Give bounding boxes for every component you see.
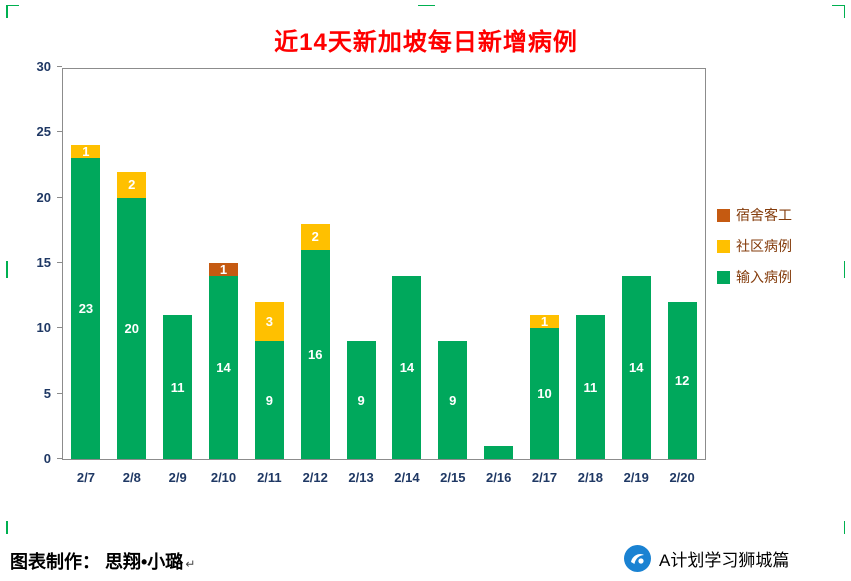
- bars: 1 23 2 20 11 1 14 3 9 2 16 9 14 9 1 10 11 14 12: [63, 69, 705, 459]
- x-axis-label: 2/11: [257, 470, 282, 485]
- chart-title: 近14天新加坡每日新增病例: [274, 29, 578, 56]
- y-axis: 0 5 10 15 20 25 30: [17, 59, 63, 466]
- bar-column: 2 20: [109, 69, 155, 459]
- y-axis-tick: [57, 196, 62, 198]
- bar-segment-community-cases: 1: [530, 315, 560, 329]
- x-axis-label: 2/18: [577, 470, 604, 485]
- bar-segment-imported-cases: 11: [575, 315, 605, 459]
- y-axis-tick: [57, 262, 62, 263]
- bar-column: 11: [567, 69, 613, 459]
- paragraph-mark: ↵: [185, 557, 196, 571]
- legend-label: 社区病例: [736, 238, 792, 254]
- account-name: A计划学习狮城篇: [659, 551, 790, 570]
- legend: 宿舍客工社区病例输入病例: [717, 205, 792, 287]
- bar-column: 2 16: [292, 69, 338, 459]
- x-axis-label: 2/13: [348, 470, 374, 485]
- y-axis-tick: [57, 66, 62, 67]
- legend-label: 输入病例: [736, 269, 792, 285]
- bar-segment-community-cases: 2: [117, 171, 147, 198]
- y-axis-label: 20: [36, 189, 51, 205]
- bar-segment-imported-cases: 12: [667, 302, 697, 459]
- y-axis-label: 0: [43, 451, 51, 466]
- bar-segment-imported-cases: 14: [392, 276, 422, 459]
- bar-column: 1 14: [201, 69, 247, 459]
- x-axis-label: 2/19: [623, 470, 649, 485]
- bar-column: 14: [384, 69, 430, 459]
- bar-segment-imported-cases: 14: [209, 276, 238, 459]
- bar-column: 9: [338, 69, 384, 459]
- bar-segment-community-cases: 1: [71, 145, 101, 159]
- credit-text: 图表制作： 思翔•小璐: [10, 552, 184, 572]
- x-axis-label: 2/7: [76, 470, 95, 485]
- x-axis-label: 2/14: [394, 470, 420, 485]
- y-axis-tick: [57, 327, 62, 329]
- y-axis-label: 10: [36, 320, 51, 336]
- legend-item-dorm-workers: 宿舍客工: [717, 205, 792, 225]
- legend-swatch: [717, 208, 730, 222]
- y-axis-label: 5: [43, 385, 51, 401]
- x-axis-label: 2/16: [486, 470, 512, 485]
- legend-swatch: [717, 270, 730, 284]
- y-axis-tick: [57, 392, 62, 394]
- bar-segment-imported-cases: 14: [621, 276, 651, 459]
- x-axis-label: 2/15: [440, 470, 466, 485]
- legend-swatch: [717, 239, 730, 253]
- bar-segment-imported-cases: 16: [300, 249, 330, 459]
- bar-column: 12: [659, 69, 705, 459]
- y-axis-tick: [57, 458, 62, 459]
- legend-item-community-cases: 社区病例: [717, 236, 792, 256]
- x-axis-label: 2/12: [302, 470, 328, 485]
- bar-column: 1 10: [522, 69, 568, 459]
- x-axis: 2/7 2/8 2/9 2/10 2/11 2/12 2/13 2/14 2/15 2/16 2/1…: [63, 470, 705, 485]
- bar-segment-dorm-workers: 1: [209, 263, 238, 277]
- bar-column: [476, 69, 522, 459]
- x-axis-label: 2/17: [531, 470, 558, 485]
- bar-segment-imported-cases: 20: [117, 197, 147, 459]
- bar-segment-imported-cases: 9: [438, 341, 468, 459]
- bar-column: 9: [430, 69, 476, 459]
- chart[interactable]: 近14天新加坡每日新增病例 0 5 10 15 20 25 30 1 23 2 20 11 1 14 3 9…: [8, 6, 844, 537]
- x-axis-label: 2/20: [669, 470, 695, 485]
- bar-segment-imported-cases: 11: [163, 315, 193, 459]
- y-axis-label: 30: [36, 59, 51, 74]
- y-axis-label: 15: [36, 255, 51, 270]
- bar-segment-imported-cases: 10: [530, 328, 560, 459]
- y-axis-tick: [57, 131, 62, 133]
- bar-segment-imported-cases: 23: [71, 158, 101, 459]
- bar-segment-community-cases: 2: [300, 223, 330, 250]
- bar-segment-imported-cases: [484, 445, 514, 459]
- x-axis-label: 2/8: [122, 470, 141, 485]
- account-logo-icon: [624, 545, 651, 572]
- bar-column: 14: [613, 69, 659, 459]
- x-axis-label: 2/10: [210, 470, 237, 485]
- bar-column: 1 23: [63, 69, 109, 459]
- bar-segment-community-cases: 3: [254, 302, 284, 342]
- bar-segment-imported-cases: 9: [254, 341, 284, 459]
- y-axis-label: 25: [36, 124, 51, 140]
- credit-line: 图表制作： 思翔•小璐 ↵: [10, 548, 195, 574]
- legend-label: 宿舍客工: [736, 207, 792, 223]
- account-signature: A计划学习狮城篇: [624, 545, 789, 572]
- plot-area: 0 5 10 15 20 25 30 1 23 2 20 11 1 14 3 9 2 16 9 14 9 1 10 11 14…: [37, 59, 792, 485]
- bar-column: 11: [155, 69, 201, 459]
- x-axis-label: 2/9: [168, 470, 187, 485]
- legend-item-imported-cases: 输入病例: [717, 267, 792, 287]
- bar-segment-imported-cases: 9: [346, 341, 376, 459]
